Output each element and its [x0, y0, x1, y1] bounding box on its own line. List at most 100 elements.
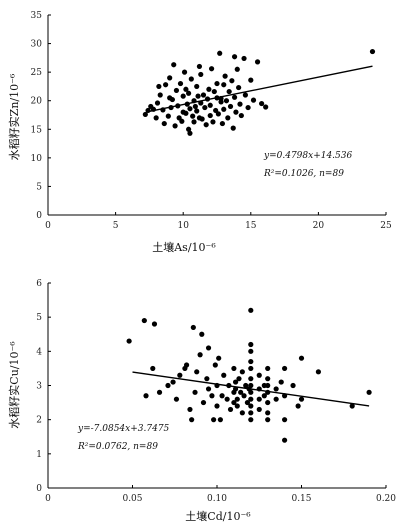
data-point	[206, 86, 212, 92]
data-point	[241, 55, 247, 62]
y-tick-label: 25	[31, 68, 43, 78]
data-point	[153, 115, 159, 121]
data-point	[194, 83, 200, 90]
data-point	[204, 376, 210, 382]
data-point	[231, 54, 238, 60]
data-point	[157, 92, 163, 98]
data-point	[231, 399, 237, 406]
y-tick-label: 5	[36, 182, 42, 192]
data-point	[180, 93, 186, 99]
data-point	[250, 97, 257, 103]
data-point	[248, 358, 254, 365]
x-tick-label: 0.15	[291, 494, 311, 504]
data-point	[242, 92, 248, 98]
data-point	[265, 399, 271, 406]
data-point	[265, 410, 271, 416]
data-point	[265, 382, 271, 389]
data-point	[167, 95, 173, 101]
data-point	[259, 100, 265, 107]
x-tick-label: 15	[245, 221, 257, 231]
data-point	[248, 365, 254, 372]
data-point	[231, 365, 237, 372]
data-point	[200, 399, 207, 406]
y-axis-label: 水稻籽实Cu/10⁻⁶	[7, 341, 21, 429]
data-point	[227, 406, 234, 413]
data-point	[256, 396, 262, 402]
y-tick-label: 0	[36, 484, 42, 494]
data-point	[238, 389, 244, 395]
data-point	[248, 77, 254, 83]
chart-cu-vs-cd: 水稻籽实Cu/10⁻⁶ 土壤Cd/10⁻⁶ y=-7.0854x+3.7475 …	[7, 279, 396, 523]
data-point	[187, 130, 193, 136]
data-point	[183, 110, 189, 116]
y-tick-label: 10	[31, 154, 43, 164]
data-point	[194, 369, 200, 375]
data-point	[238, 112, 244, 119]
data-point	[177, 372, 183, 378]
data-point	[236, 376, 242, 382]
y-tick-label: 35	[31, 11, 43, 21]
regression-equation: y=0.4798x+14.536	[263, 151, 352, 161]
data-point	[197, 352, 203, 358]
data-point	[142, 111, 148, 118]
data-point	[225, 115, 231, 121]
y-tick-label: 0	[36, 211, 42, 221]
data-point	[366, 389, 372, 395]
data-point	[223, 98, 230, 104]
data-point	[261, 393, 267, 399]
data-point	[170, 379, 176, 385]
data-point	[248, 376, 254, 382]
data-point	[167, 75, 173, 81]
x-tick-label: 0	[45, 221, 51, 231]
data-point	[189, 417, 195, 423]
data-point	[191, 119, 197, 125]
data-point	[224, 396, 230, 402]
data-point	[143, 393, 149, 399]
data-point	[216, 355, 222, 361]
data-point	[183, 362, 190, 368]
data-point	[209, 393, 215, 399]
data-point	[177, 80, 184, 87]
data-point	[239, 410, 245, 416]
data-point	[202, 104, 208, 111]
data-point	[265, 417, 271, 423]
data-point	[248, 417, 254, 423]
data-point	[217, 50, 223, 56]
data-point	[298, 396, 305, 402]
data-point	[241, 393, 247, 399]
data-point	[150, 365, 156, 372]
data-point	[187, 106, 193, 112]
data-point	[298, 355, 305, 361]
data-point	[186, 90, 192, 96]
data-point	[154, 100, 161, 106]
data-point	[151, 321, 158, 327]
data-point	[234, 396, 240, 402]
data-point	[207, 112, 213, 119]
regression-stats: R²=0.0762, n=89	[77, 442, 158, 452]
x-axis-label: 土壤Cd/10⁻⁶	[185, 509, 251, 523]
data-point	[196, 63, 203, 70]
data-point	[219, 393, 225, 399]
regression-stats: R²=0.1026, n=89	[263, 169, 344, 179]
data-point	[172, 123, 178, 129]
x-axis-label: 土壤As/10⁻⁶	[152, 240, 216, 254]
data-point	[256, 406, 262, 413]
x-tick-label: 25	[380, 221, 392, 231]
data-point	[161, 120, 167, 127]
data-point	[165, 113, 171, 119]
data-point	[239, 369, 245, 375]
data-point	[273, 396, 279, 402]
data-point	[369, 48, 376, 55]
data-point	[214, 403, 220, 409]
data-point	[234, 403, 240, 409]
data-point	[215, 111, 221, 117]
data-point	[248, 348, 254, 354]
trend-line	[146, 65, 373, 113]
data-point	[265, 365, 271, 372]
data-point	[232, 379, 239, 385]
data-point	[199, 331, 205, 337]
data-point	[243, 382, 249, 389]
y-axis-label: 水稻籽实Zn/10⁻⁶	[7, 73, 21, 160]
data-point	[248, 410, 254, 416]
